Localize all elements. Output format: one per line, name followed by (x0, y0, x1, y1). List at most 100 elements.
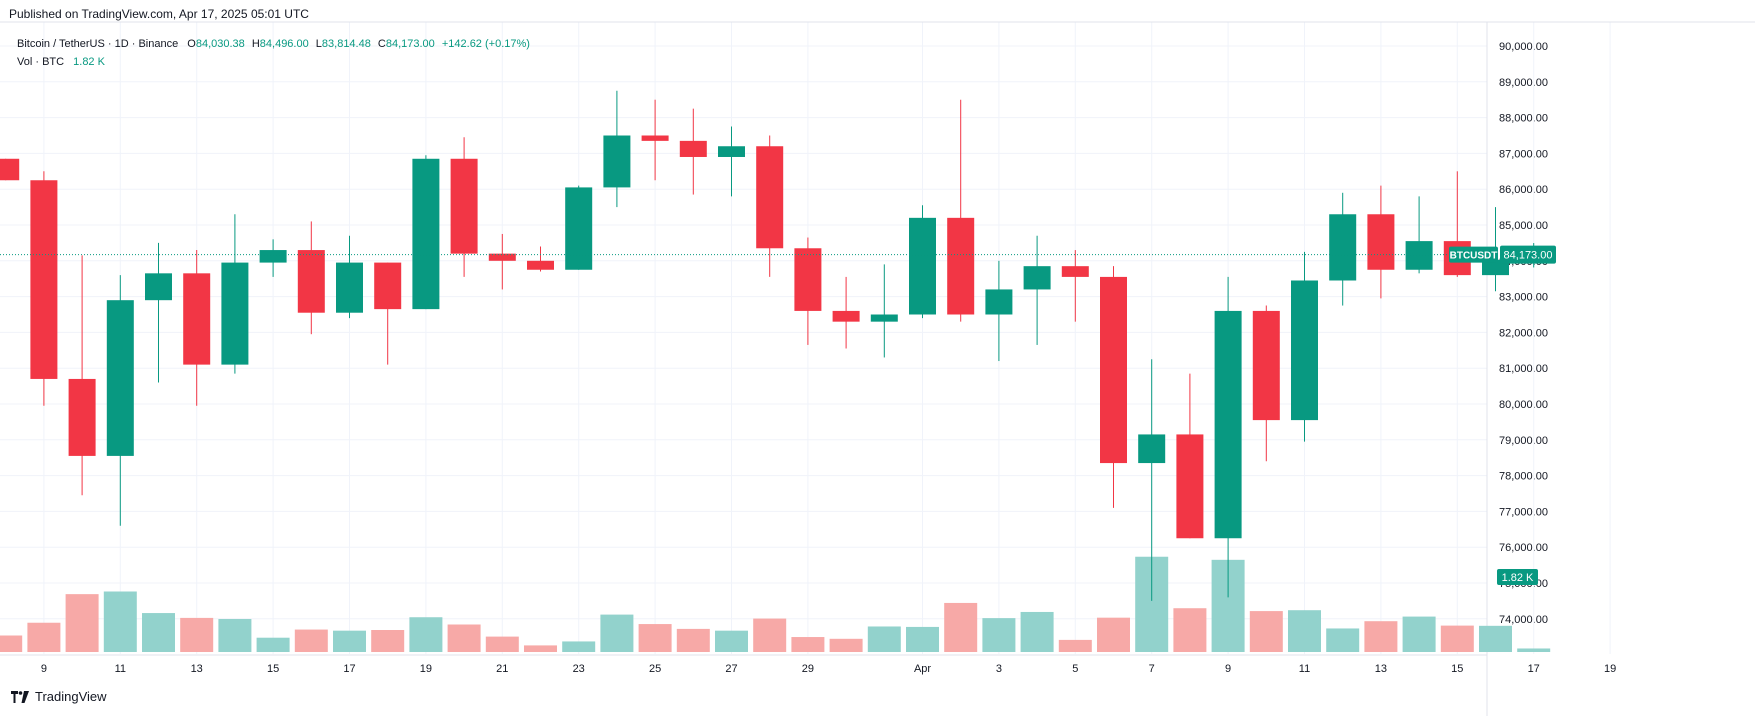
time-tick-label: 13 (1375, 663, 1387, 675)
time-tick-label: 23 (573, 663, 585, 675)
candle-body (488, 253, 516, 261)
time-tick-label: 15 (267, 663, 279, 675)
candle-body (1023, 266, 1051, 290)
volume-bar (218, 619, 252, 652)
time-tick-label: Apr (914, 663, 931, 675)
time-tick-label: 27 (725, 663, 737, 675)
candle-body (909, 217, 936, 315)
time-tick-label: 15 (1451, 663, 1463, 675)
volume-bar (103, 591, 137, 652)
volume-bar (256, 637, 290, 652)
candle-body (832, 310, 860, 322)
candle-body (336, 262, 363, 313)
symbol-tag-bg (1449, 246, 1498, 263)
price-tick-label: 85,000.00 (1499, 220, 1548, 232)
candle-body (756, 146, 784, 249)
volume-bar (1517, 648, 1551, 652)
candle-body (0, 158, 20, 181)
volume-bar (485, 636, 519, 652)
candle-body (641, 135, 669, 141)
symbol-tag: BTCUSDT (1450, 251, 1498, 262)
volume-bar (409, 617, 443, 652)
volume-bar (0, 635, 23, 652)
time-tick-label: 5 (1072, 663, 1078, 675)
candle-body (1061, 266, 1089, 277)
candle-body (565, 187, 593, 270)
candle-body (412, 158, 440, 310)
volume-bar (676, 628, 710, 652)
legend-ohlc-row: Bitcoin / TetherUS · 1D · Binance O84,03… (17, 35, 530, 53)
time-tick-label: 29 (802, 663, 814, 675)
candle-body (450, 158, 478, 254)
volume-bar (1479, 625, 1512, 652)
volume-bar (1440, 625, 1474, 652)
volume-bar (333, 630, 366, 652)
volume-bar (1097, 617, 1130, 652)
candle-body (1329, 214, 1357, 281)
legend-high-label: H (251, 38, 260, 50)
legend-close-label: C (377, 38, 386, 50)
chart-legend: Bitcoin / TetherUS · 1D · Binance O84,03… (17, 35, 530, 71)
volume-tag: 1.82 K (1502, 572, 1534, 584)
candle-body (145, 273, 172, 301)
candle-body (527, 260, 554, 270)
candle-body (985, 289, 1013, 315)
volume-bar (180, 617, 214, 652)
candle-body (259, 250, 287, 263)
candle-body (1405, 241, 1433, 270)
volume-bar (638, 624, 672, 652)
volume-bar (1020, 611, 1054, 652)
candle-body (870, 314, 898, 322)
volume-bar (1058, 639, 1092, 652)
candle-body (1176, 434, 1204, 539)
time-tick-label: 7 (1149, 663, 1155, 675)
price-tick-label: 76,000.00 (1499, 542, 1548, 554)
volume-bar (371, 630, 405, 652)
time-tick-label: 13 (191, 663, 203, 675)
volume-bar (562, 641, 596, 652)
price-tick-label: 79,000.00 (1499, 435, 1548, 447)
volume-bar (1364, 621, 1398, 652)
volume-bar (65, 594, 99, 652)
volume-bar (27, 622, 61, 652)
volume-bar (447, 624, 481, 652)
price-tick-label: 87,000.00 (1499, 148, 1548, 160)
legend-open-label: O (187, 38, 196, 50)
price-tick-label: 74,000.00 (1499, 614, 1548, 626)
time-tick-label: 19 (420, 663, 432, 675)
legend-symbol[interactable]: Bitcoin / TetherUS · 1D · Binance (17, 38, 179, 50)
candle-body (1252, 310, 1280, 421)
candle-body (794, 248, 822, 311)
tradingview-logo[interactable]: TradingView (11, 689, 107, 704)
volume-bar (1173, 608, 1207, 652)
candle-body (297, 250, 325, 313)
time-tick-label: 9 (1225, 663, 1231, 675)
volume-bar (715, 630, 748, 652)
legend-volume-label[interactable]: Vol · BTC (17, 56, 65, 68)
legend-open-value: 84,030.38 (195, 38, 245, 50)
candle-body (1214, 310, 1242, 539)
volume-bar (867, 626, 901, 652)
candle-body (30, 180, 58, 379)
candle-body (1100, 276, 1127, 464)
candle-body (718, 146, 745, 157)
price-tick-label: 90,000.00 (1499, 41, 1548, 53)
candle-body (1367, 214, 1395, 270)
volume-bar (142, 613, 175, 652)
price-tick-label: 83,000.00 (1499, 292, 1548, 304)
tradingview-brand: TradingView (35, 689, 107, 704)
time-tick-label: 19 (1604, 663, 1616, 675)
last-price-tag-bg (1500, 245, 1556, 264)
volume-bar (294, 629, 328, 652)
price-tick-label: 82,000.00 (1499, 327, 1548, 339)
legend-low-label: L (315, 38, 322, 50)
price-tick-label: 89,000.00 (1499, 77, 1548, 89)
time-tick-label: 11 (115, 663, 126, 675)
legend-volume-value: 1.82 K (73, 56, 105, 68)
volume-bar (1288, 610, 1321, 652)
time-tick-label: 21 (496, 663, 508, 675)
volume-bar (524, 645, 557, 652)
candle-body (1138, 434, 1166, 464)
candle-body (374, 262, 402, 310)
